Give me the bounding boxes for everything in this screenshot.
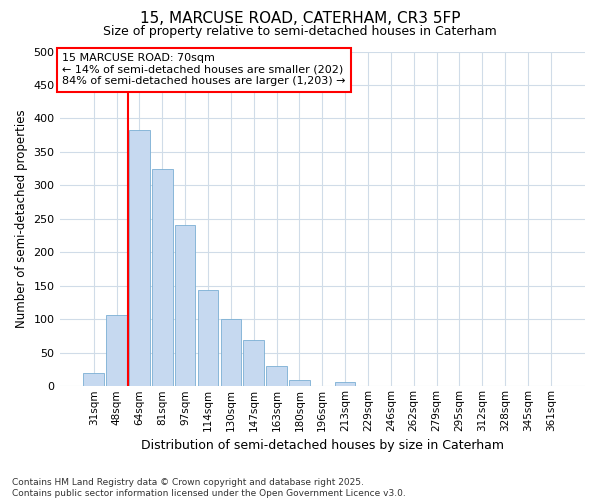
- Text: 15 MARCUSE ROAD: 70sqm
← 14% of semi-detached houses are smaller (202)
84% of se: 15 MARCUSE ROAD: 70sqm ← 14% of semi-det…: [62, 53, 346, 86]
- Text: 15, MARCUSE ROAD, CATERHAM, CR3 5FP: 15, MARCUSE ROAD, CATERHAM, CR3 5FP: [140, 11, 460, 26]
- Text: Size of property relative to semi-detached houses in Caterham: Size of property relative to semi-detach…: [103, 25, 497, 38]
- Bar: [221, 318, 241, 386]
- Bar: [175, 225, 196, 386]
- Bar: [266, 366, 287, 386]
- Bar: [106, 314, 127, 386]
- Bar: [129, 130, 150, 386]
- X-axis label: Distribution of semi-detached houses by size in Caterham: Distribution of semi-detached houses by …: [141, 440, 504, 452]
- Bar: [289, 380, 310, 386]
- Bar: [83, 373, 104, 386]
- Y-axis label: Number of semi-detached properties: Number of semi-detached properties: [15, 110, 28, 328]
- Bar: [335, 382, 355, 386]
- Bar: [198, 290, 218, 386]
- Text: Contains HM Land Registry data © Crown copyright and database right 2025.
Contai: Contains HM Land Registry data © Crown c…: [12, 478, 406, 498]
- Bar: [152, 168, 173, 386]
- Bar: [244, 340, 264, 386]
